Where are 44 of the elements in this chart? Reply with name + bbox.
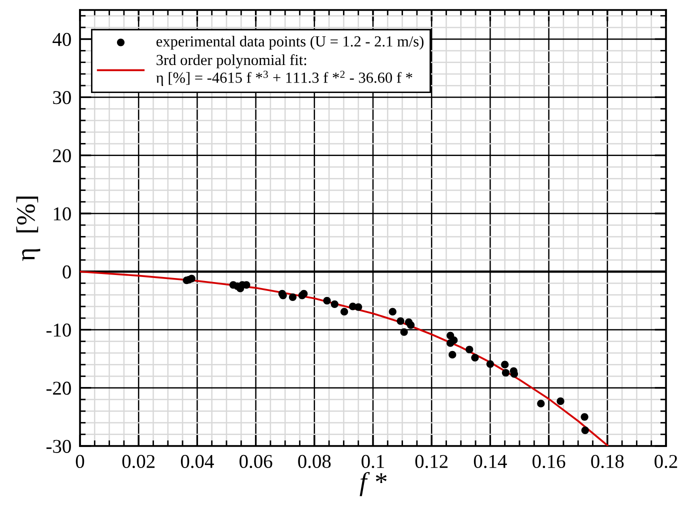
x-tick-label: 0.08: [298, 454, 331, 468]
point: [556, 397, 564, 406]
x-tick-label: 0.18: [591, 454, 624, 468]
point: [581, 426, 589, 434]
y-axis-title: η [%]: [16, 196, 40, 261]
point: [502, 368, 510, 377]
y-tick-label: 0: [62, 265, 71, 279]
y-tick-label: -30: [46, 440, 71, 453]
point: [406, 321, 415, 329]
x-tick-label: 0.06: [240, 454, 272, 468]
point: [471, 354, 479, 362]
point: [330, 300, 338, 308]
x-tick-label: 0.02: [122, 454, 155, 468]
x-tick-label: 0.14: [474, 454, 507, 468]
x-tick-label: 0.12: [415, 454, 448, 468]
legend-label: experimental data points (U = 1.2 - 2.1 m/s): [156, 36, 424, 50]
point: [288, 293, 297, 301]
point: [388, 308, 396, 316]
point: [580, 413, 588, 421]
line-series: [80, 270, 608, 446]
point: [466, 346, 474, 354]
point: [354, 303, 362, 311]
y-tick-label: 30: [53, 91, 71, 104]
legend-label: 3rd order polynomial fit: η [%] = -4615 f *$^{3}$ + 111.3 f *$^{2}$ - 36.60 f *: [156, 54, 412, 86]
point: [486, 360, 494, 368]
point: [323, 296, 331, 304]
x-tick-label: 0.1: [362, 454, 384, 468]
point: [396, 317, 404, 325]
x-tick-label: 0.04: [180, 454, 214, 468]
y-tick-label: -10: [46, 324, 71, 337]
x-tick-label: 0: [76, 454, 84, 468]
point: [501, 360, 509, 368]
y-tick-label: -20: [46, 382, 71, 395]
y-tick-label: 40: [52, 32, 71, 46]
point: [448, 350, 456, 359]
x-tick-label: 0.2: [654, 454, 678, 468]
y-tick-label: 10: [54, 207, 71, 220]
y-tick-label: 20: [53, 149, 71, 162]
x-tick-label: 0.16: [532, 454, 566, 468]
point: [400, 328, 408, 336]
point: [537, 400, 545, 408]
point: [340, 308, 348, 316]
point: [450, 336, 458, 344]
x-axis-title: f *: [360, 472, 387, 496]
